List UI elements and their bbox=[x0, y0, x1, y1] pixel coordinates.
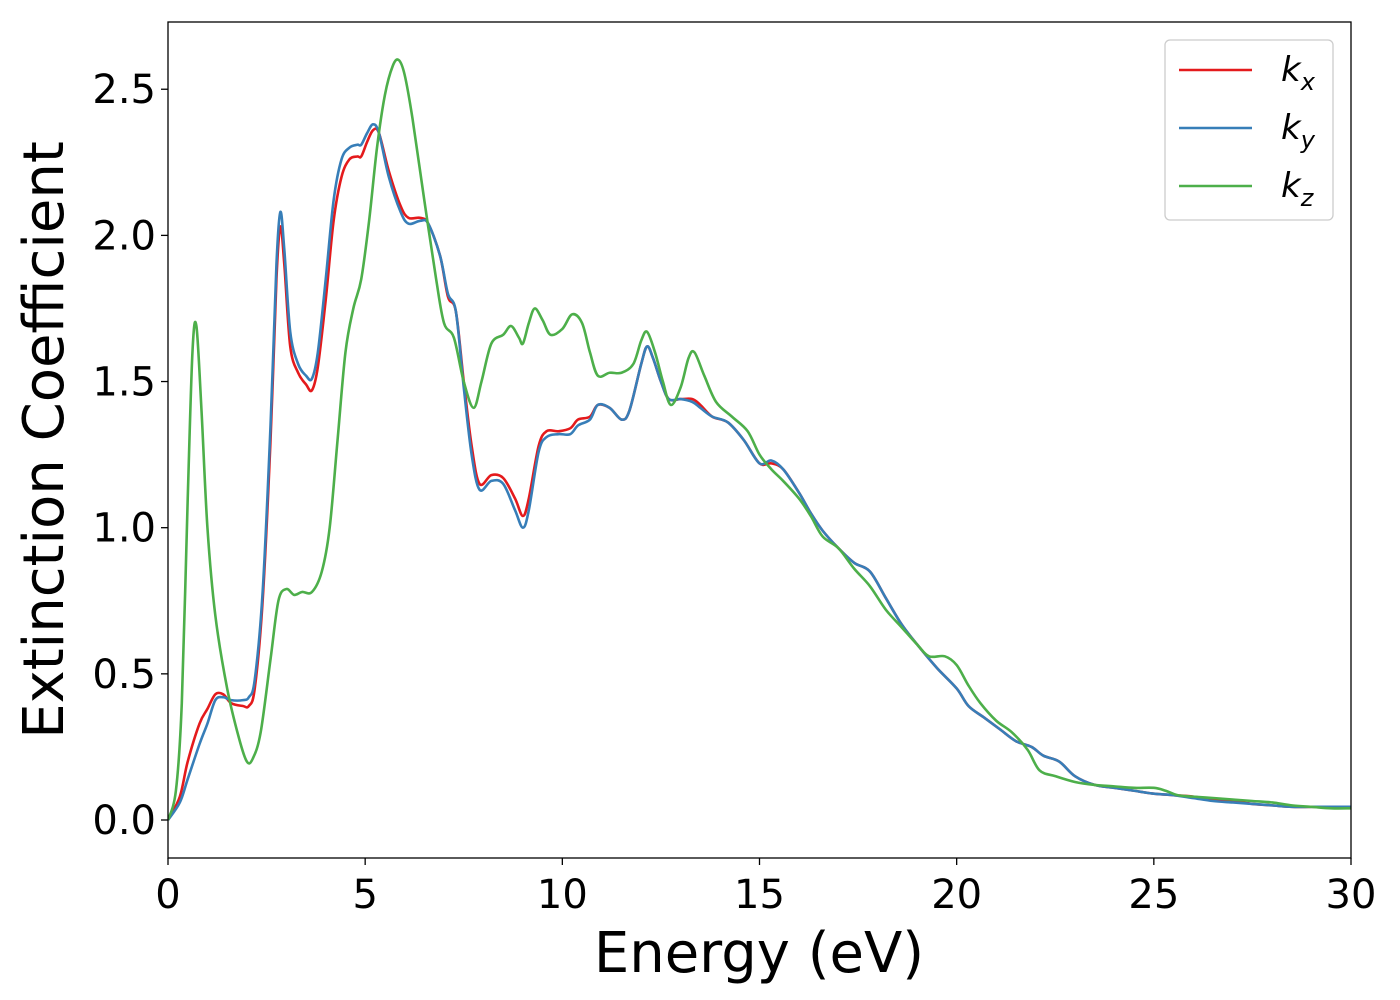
legend-box bbox=[1164, 39, 1334, 221]
x-tick-label: 20 bbox=[931, 872, 982, 918]
x-tick-label: 25 bbox=[1128, 872, 1179, 918]
x-tick-label: 30 bbox=[1326, 872, 1377, 918]
legend-label-x: kx bbox=[1281, 50, 1316, 96]
y-tick-label: 0.0 bbox=[92, 798, 156, 844]
series-line-z bbox=[168, 58, 1351, 821]
series-layer bbox=[168, 58, 1351, 821]
x-axis-label: Energy (eV) bbox=[594, 921, 924, 986]
y-tick-label: 1.0 bbox=[92, 506, 156, 552]
series-line-y bbox=[168, 123, 1351, 821]
series-line-x bbox=[168, 127, 1351, 821]
legend: kx ky kz bbox=[1164, 39, 1334, 221]
x-tick-label: 15 bbox=[734, 872, 785, 918]
x-tick-label: 10 bbox=[537, 872, 588, 918]
y-tick-label: 2.5 bbox=[92, 67, 156, 113]
x-tick-label: 5 bbox=[352, 872, 377, 918]
x-tick-label: 0 bbox=[155, 872, 180, 918]
y-axis-label: Extinction Coefficient bbox=[12, 141, 77, 739]
legend-label-z: kz bbox=[1281, 166, 1315, 212]
legend-label-y: ky bbox=[1281, 108, 1316, 154]
axes-layer: 0 5 10 15 20 25 30 0.0 0.5 1.0 1.5 2.0 2.5 bbox=[92, 21, 1377, 918]
y-tick-label: 0.5 bbox=[92, 652, 156, 698]
y-tick-label: 1.5 bbox=[92, 360, 156, 406]
y-tick-label: 2.0 bbox=[92, 213, 156, 259]
